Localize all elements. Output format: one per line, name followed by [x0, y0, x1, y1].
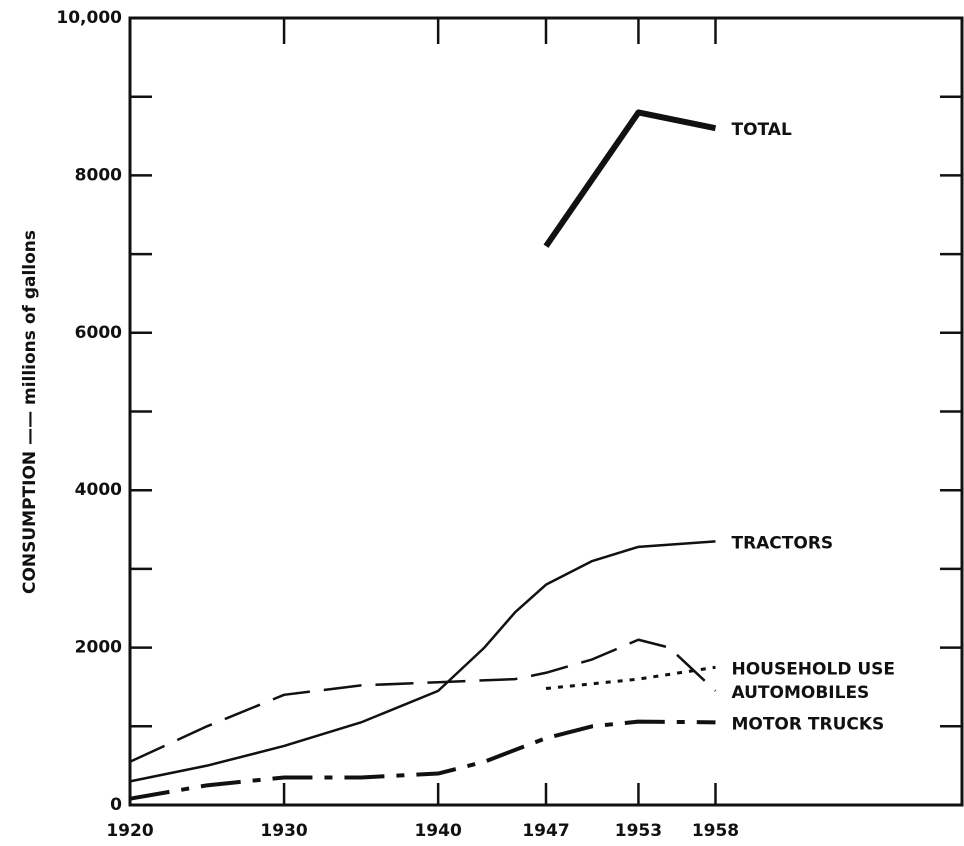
series-label: TRACTORS [731, 533, 833, 553]
y-tick-label: 6000 [75, 323, 122, 343]
series-line [543, 109, 717, 248]
series-label: AUTOMOBILES [731, 683, 869, 703]
series-line [129, 540, 716, 783]
x-tick-label: 1958 [692, 821, 739, 841]
series-label: MOTOR TRUCKS [731, 714, 884, 734]
x-tick-label: 1947 [522, 821, 569, 841]
y-tick-label: 10,000 [56, 8, 122, 28]
y-tick-label: 4000 [75, 480, 122, 500]
series-line [545, 665, 716, 691]
y-tick-label: 0 [110, 795, 122, 815]
y-tick-label: 8000 [75, 165, 122, 185]
y-tick-label: 2000 [75, 638, 122, 658]
x-tick-label: 1920 [106, 821, 153, 841]
x-tick-label: 1953 [615, 821, 662, 841]
x-tick-label: 1930 [260, 821, 307, 841]
series-label: HOUSEHOLD USE [731, 659, 895, 679]
series-label: TOTAL [731, 120, 791, 140]
y-axis-label: CONSUMPTION —— millions of gallons [20, 230, 40, 594]
series-line [129, 638, 717, 763]
series-line [129, 719, 716, 801]
x-tick-label: 1940 [414, 821, 461, 841]
